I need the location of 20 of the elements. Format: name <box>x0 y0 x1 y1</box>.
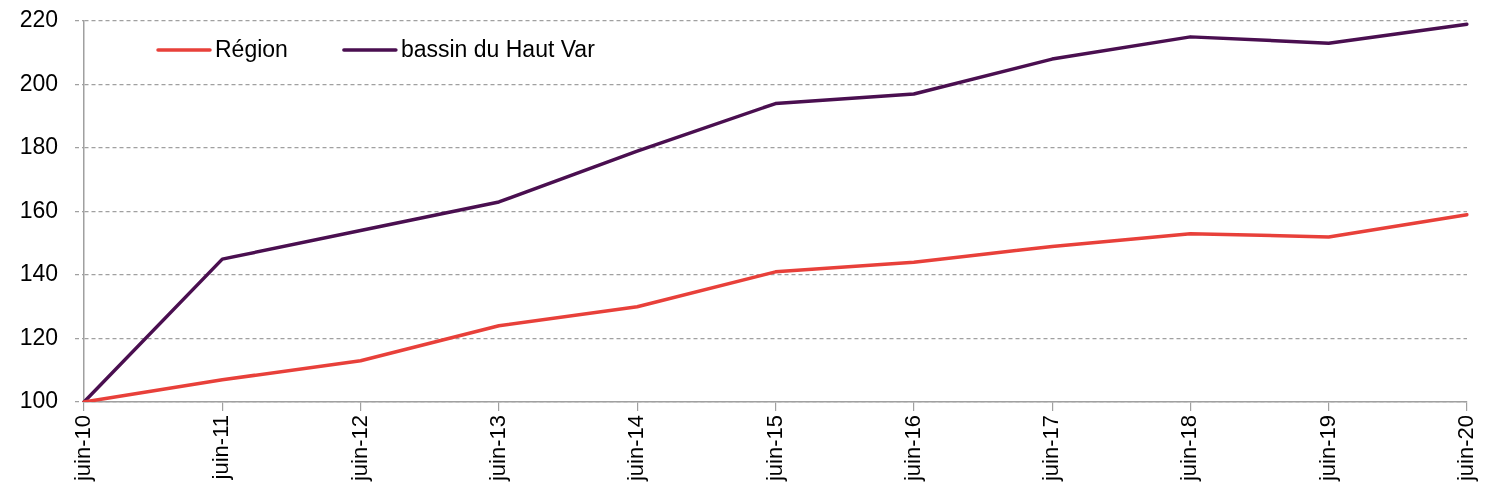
y-tick-label: 200 <box>19 69 58 96</box>
y-tick-label: 140 <box>19 260 58 287</box>
x-tick-label: juin-14 <box>623 415 649 483</box>
y-tick-label: 160 <box>19 196 58 223</box>
y-tick-label: 180 <box>19 133 58 160</box>
x-tick-label: juin-10 <box>70 415 96 483</box>
x-tick-label: juin-11 <box>208 415 234 481</box>
x-tick-label: juin-20 <box>1453 415 1479 483</box>
y-tick-label: 120 <box>19 323 58 350</box>
x-tick-label: juin-18 <box>1176 415 1202 483</box>
x-tick-label: juin-13 <box>484 415 510 483</box>
legend-label: Région <box>215 36 288 63</box>
x-tick-label: juin-15 <box>761 415 787 483</box>
x-tick-label: juin-16 <box>899 415 925 483</box>
y-tick-label: 220 <box>19 6 58 33</box>
x-tick-label: juin-19 <box>1314 415 1340 483</box>
legend-label: bassin du Haut Var <box>400 36 596 63</box>
x-tick-label: juin-12 <box>346 415 372 483</box>
y-tick-label: 100 <box>19 387 58 414</box>
x-tick-label: juin-17 <box>1038 415 1064 483</box>
